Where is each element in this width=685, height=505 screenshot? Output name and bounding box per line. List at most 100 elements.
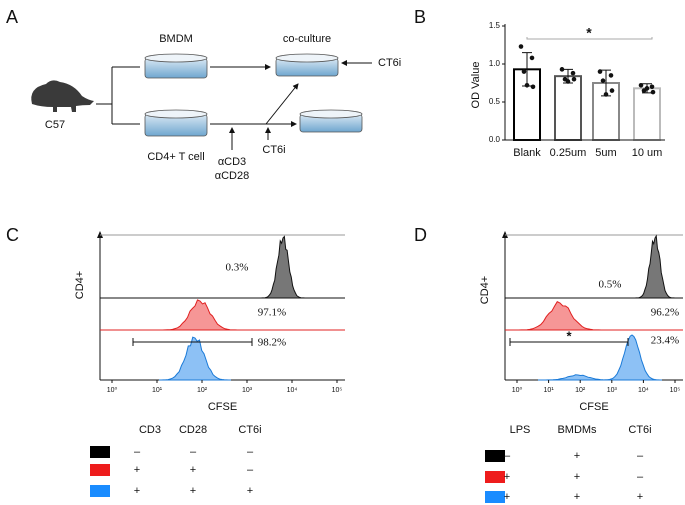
x-axis-label: CFSE [579,401,608,413]
legend-sign: + [504,471,510,483]
data-point [644,86,650,91]
data-point [521,69,527,74]
legend-swatch [90,464,110,476]
connectors [96,60,372,150]
legend-swatch [90,485,110,497]
cd4-label: CD4+ T cell [147,151,204,163]
data-point [600,78,606,84]
legend-swatch [485,471,505,483]
percentage: 96.2% [651,307,679,319]
data-point [603,92,609,97]
x-tick-label: 10 um [632,147,663,159]
y-tick-label: 0.0 [489,135,501,144]
annotation: * [566,328,572,343]
legend-swatch [485,491,505,503]
legend-header: CT6i [628,424,651,436]
legend-header: CD3 [139,424,161,436]
data-point [649,84,655,90]
y-tick-label: 1.0 [489,59,501,68]
data-point [609,88,615,93]
significance-line [526,37,653,40]
histogram-peak [634,234,676,299]
percentage: 0.5% [599,279,622,291]
legend-sign: + [574,450,580,462]
y-axis-label: CD4+ [479,276,491,304]
histogram-peak [602,334,662,381]
mouse-label: C57 [45,119,65,131]
stim-label: αCD28 [215,170,249,182]
annotation: * [586,25,592,41]
gate [509,338,629,346]
panel-a: A C57 BMDM co-culture CT6i CD4+ T cell α… [6,7,401,182]
bar [633,87,661,141]
x-tick-label: 10² [197,387,208,394]
percentage: 23.4% [651,335,679,347]
data-point [530,84,536,90]
dishes [144,53,363,137]
x-tick-label: 10¹ [152,387,163,394]
x-tick-label: 10³ [242,387,253,394]
legend-header: CD28 [179,424,207,436]
bar [554,75,582,142]
x-tick-label: 5um [595,147,616,159]
data-point [524,82,530,88]
data-point [650,89,656,95]
legend-sign: + [574,491,580,503]
x-tick-label: 10⁵ [332,387,343,394]
legend-sign: + [190,485,196,497]
panel-c: 10⁰ 10¹ 10² 10³ 10⁴ 10⁵ CFSE CD4+ 0.3% 97.1% 98.2%… [74,231,345,497]
y-tick-label: 0.5 [489,97,501,106]
bar-chart: 0.0 0.5 1.0 1.5 Blank 0.25um 5um 10 um * [489,21,665,159]
legend-sign: + [574,471,580,483]
legend-header: BMDMs [557,424,597,436]
x-axis-label: CFSE [208,401,237,413]
legend-sign: – [637,471,644,483]
legend-sign: + [247,485,253,497]
legend-sign: – [637,450,644,462]
y-axis-label: CD4+ [74,271,86,299]
data-point [608,73,614,78]
data-point [570,70,576,76]
legend-header: LPS [510,424,531,436]
histogram-peak [260,235,306,299]
legend-sign: + [134,464,140,476]
y-tick-label: 1.5 [489,21,501,30]
legend-header: CT6i [238,424,261,436]
x-tick-label: Blank [513,147,541,159]
percentage: 97.1% [258,307,286,319]
histogram-peak [160,299,240,331]
mouse [31,80,94,112]
legend-sign: – [247,446,254,458]
percentage: 98.2% [258,337,286,349]
x-tick-label: 10³ [607,387,618,394]
stim-label: αCD3 [218,156,246,168]
histogram-peak [159,336,231,381]
panel-label: A [6,7,18,27]
legend-sign: – [134,446,141,458]
histogram-peak [516,301,604,331]
gate [132,338,253,346]
panel-d: 10⁰ 10¹ 10² 10³ 10⁴ 10⁵ CFSE CD4+ 0.5% 96.2% 23.4%… [479,231,683,503]
legend-sign: + [190,464,196,476]
panel-label: B [414,7,426,27]
x-tick-label: 10² [575,387,586,394]
legend-swatch [485,450,505,462]
data-point [571,76,577,82]
data-point [518,44,524,49]
x-tick-label: 10⁴ [638,387,649,394]
bmdm-label: BMDM [159,33,193,45]
inhibitor-label: CT6i [262,144,285,156]
x-tick-label: 10¹ [544,387,555,394]
data-point [565,79,571,84]
y-axis-label: OD Value [470,62,482,109]
x-tick-label: 10⁰ [512,386,523,394]
x-tick-label: 10⁰ [107,386,118,394]
legend-swatch [90,446,110,458]
histogram-peak [538,374,618,381]
coculture-label: co-culture [283,33,331,45]
inhibitor-label: CT6i [378,57,401,69]
x-tick-label: 10⁵ [670,387,681,394]
legend-sign: – [247,464,254,476]
data-point [597,69,603,74]
